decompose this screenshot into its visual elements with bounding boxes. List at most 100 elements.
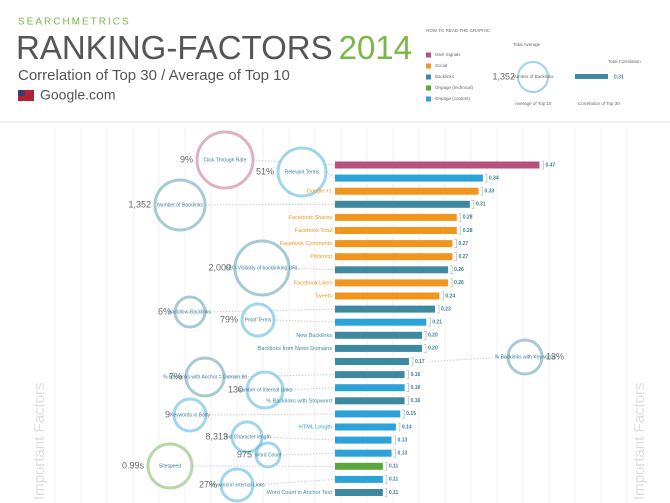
bracket bbox=[393, 448, 396, 458]
bar bbox=[335, 344, 422, 352]
average-label: 7% bbox=[169, 371, 182, 381]
bubble-label: Number of Backlinks bbox=[157, 202, 203, 208]
legend-bar bbox=[575, 74, 608, 79]
legend-label: Backlinks bbox=[435, 74, 455, 79]
bracket bbox=[458, 213, 462, 222]
bar bbox=[335, 253, 453, 261]
average-label: 79% bbox=[220, 314, 238, 324]
value-label: 0.28 bbox=[463, 215, 473, 221]
category-label: Word Count in Anchor Text bbox=[267, 490, 333, 496]
value-label: 0.16 bbox=[411, 398, 421, 404]
leader bbox=[428, 356, 509, 362]
bubble bbox=[276, 146, 328, 198]
bracket bbox=[450, 265, 453, 275]
bracket bbox=[384, 462, 388, 471]
bar bbox=[335, 436, 392, 444]
bar bbox=[335, 371, 405, 379]
leader bbox=[252, 478, 336, 486]
bracket bbox=[393, 435, 396, 445]
bar bbox=[335, 449, 392, 457]
bracket bbox=[480, 186, 483, 196]
category-label: Google +1 bbox=[306, 189, 332, 195]
value-label: 0.23 bbox=[441, 306, 451, 312]
side-label: Important Factors bbox=[31, 382, 48, 500]
bar bbox=[335, 200, 470, 208]
bar bbox=[335, 279, 449, 287]
legend-swatch bbox=[426, 85, 431, 91]
bubble-label: Text Character length bbox=[223, 434, 271, 440]
legend-note: Average of Top 10 bbox=[515, 101, 552, 106]
average-label: 9% bbox=[180, 154, 193, 164]
bracket bbox=[441, 291, 444, 301]
category-label: % Backlinks with Stopword bbox=[266, 398, 332, 404]
average-label: 1,352 bbox=[128, 199, 151, 209]
subtitle: Correlation of Top 30 / Average of Top 1… bbox=[18, 67, 290, 84]
bar bbox=[335, 292, 440, 300]
bracket bbox=[428, 317, 431, 327]
bar bbox=[335, 266, 449, 274]
bubble bbox=[146, 442, 194, 490]
value-label: 0.47 bbox=[545, 162, 555, 168]
site: Google.com bbox=[40, 87, 115, 103]
bracket bbox=[541, 160, 544, 170]
average-label: 13% bbox=[546, 351, 564, 361]
bracket bbox=[471, 200, 475, 209]
bracket bbox=[458, 226, 462, 235]
bubble-label: Sitespeed bbox=[159, 463, 181, 469]
legend-note: Number of Backlinks bbox=[512, 74, 554, 79]
bubble-label: % Backlinks with Keywords bbox=[495, 354, 556, 360]
bubble bbox=[172, 397, 208, 433]
value-label: 0.20 bbox=[428, 333, 438, 339]
leader bbox=[273, 319, 336, 323]
legend-note: Total Correlation bbox=[608, 59, 641, 64]
bracket bbox=[437, 304, 440, 314]
bubble bbox=[233, 239, 291, 297]
value-label: 0.13 bbox=[398, 451, 408, 457]
bubble bbox=[230, 420, 264, 454]
bracket bbox=[454, 239, 457, 248]
legend-note: 1,352 bbox=[492, 71, 515, 81]
bubble-label: SEO-Visibility of backlinking URL bbox=[225, 265, 298, 271]
value-label: 0.27 bbox=[458, 254, 468, 260]
bubble-label: Relevant Terms bbox=[285, 169, 320, 175]
value-label: 0.21 bbox=[432, 320, 442, 326]
bar bbox=[335, 187, 479, 195]
bar bbox=[335, 397, 405, 405]
leader bbox=[223, 374, 336, 378]
legend-swatch bbox=[426, 96, 431, 102]
leader bbox=[325, 171, 336, 179]
bracket bbox=[384, 475, 388, 484]
bar bbox=[335, 227, 457, 234]
bar bbox=[335, 384, 405, 392]
legend-swatch bbox=[426, 52, 431, 58]
bar bbox=[335, 318, 427, 326]
value-label: 0.11 bbox=[389, 490, 399, 496]
category-label: Pinterest bbox=[310, 254, 332, 260]
bubble bbox=[245, 370, 285, 410]
bar bbox=[335, 410, 401, 418]
value-label: 0.17 bbox=[415, 359, 425, 365]
flag bbox=[18, 90, 34, 101]
average-label: 130 bbox=[228, 384, 243, 394]
bracket bbox=[484, 173, 488, 183]
value-label: 0.34 bbox=[489, 175, 499, 181]
category-label: Facebook Comments bbox=[280, 241, 333, 247]
value-label: 0.31 bbox=[476, 202, 486, 208]
value-label: 0.14 bbox=[402, 424, 412, 430]
value-label: 0.26 bbox=[454, 280, 464, 286]
bubble-label: Keywords in Body bbox=[170, 412, 211, 418]
legend-bubble bbox=[517, 61, 549, 93]
bar bbox=[335, 174, 483, 182]
brand: SEARCHMETRICS bbox=[18, 17, 131, 28]
title-main: RANKING-FACTORS bbox=[16, 29, 333, 66]
leader bbox=[204, 308, 336, 313]
legend-note: 0.31 bbox=[614, 74, 624, 80]
legend-label: User Signals bbox=[435, 52, 461, 57]
bubble bbox=[184, 356, 226, 398]
value-label: 0.20 bbox=[428, 346, 438, 352]
bubble bbox=[195, 130, 255, 190]
bracket bbox=[384, 488, 388, 497]
category-label: New Backlinks bbox=[296, 333, 332, 339]
bracket bbox=[424, 344, 427, 353]
bubble bbox=[254, 441, 282, 469]
